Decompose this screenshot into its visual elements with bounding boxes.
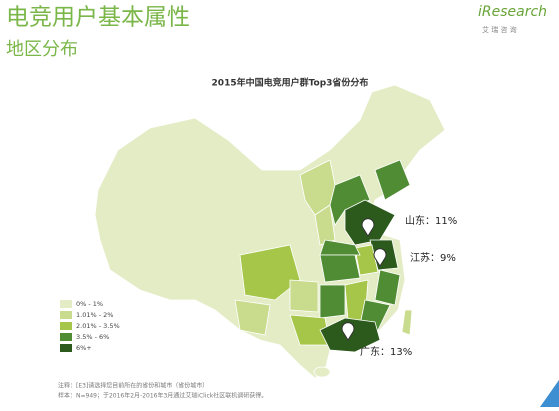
china-map: [94, 84, 446, 379]
callout: 江苏：9%: [410, 251, 456, 264]
legend-label: 0% - 1%: [76, 300, 103, 308]
map-pins: [341, 218, 387, 341]
footnote: 样本：N=949；于2016年2月-2016年3月通过艾瑞iClick社区联机调…: [58, 392, 267, 400]
page-title: 电竞用户基本属性: [6, 5, 190, 31]
legend-swatch: [60, 344, 72, 352]
legend-swatch: [60, 311, 72, 319]
legend-label: 2.01% - 3.5%: [76, 322, 120, 330]
legend-swatch: [60, 322, 72, 330]
map-title: 2015年中国电竞用户群Top3省份分布: [212, 77, 369, 89]
legend-label: 1.01% - 2%: [76, 311, 113, 319]
footnote: 注释：[E3]请选择您目前所在的省份和城市（省份城市）: [58, 382, 208, 390]
brand-logo: iResearch: [478, 4, 547, 20]
legend-label: 6%+: [76, 344, 92, 352]
legend: 0% - 1% 1.01% - 2% 2.01% - 3.5% 3.5% - 6% 6%…: [60, 300, 120, 352]
page-subtitle: 地区分布: [6, 39, 78, 60]
callout: 广东：13%: [360, 345, 412, 358]
callout: 山东：11%: [405, 214, 457, 227]
legend-label: 3.5% - 6%: [76, 333, 109, 341]
legend-swatch: [60, 333, 72, 341]
legend-swatch: [60, 300, 72, 308]
brand-tagline: 艾 瑞 咨 询: [482, 25, 517, 34]
corner-decoration: [540, 380, 559, 407]
